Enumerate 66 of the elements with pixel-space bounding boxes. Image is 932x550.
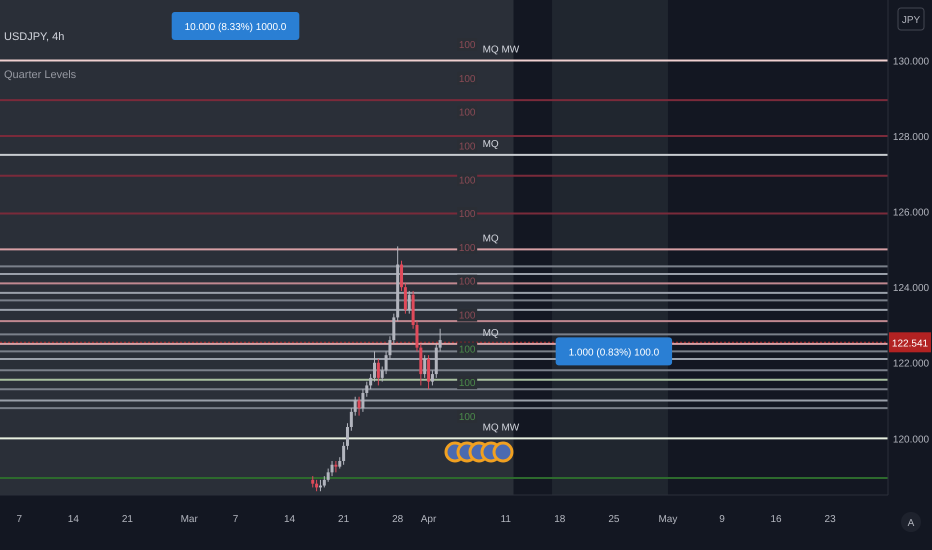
candlestick	[408, 290, 411, 314]
annotation: 100	[458, 276, 476, 288]
candlestick	[423, 354, 426, 378]
x-tick-label: 23	[824, 514, 836, 525]
ref-line-label: MQ MW	[482, 44, 520, 56]
annotation: 1.000 (0.83%) 100.0	[568, 347, 660, 358]
candlestick	[361, 388, 364, 412]
y-tick-label: 120.000	[892, 434, 930, 446]
annotation: 100	[458, 310, 476, 322]
x-tick-label: 21	[122, 514, 134, 525]
candlestick	[415, 320, 418, 352]
x-tick-label: Mar	[180, 514, 198, 525]
candlestick	[380, 366, 384, 382]
annotation: 100	[458, 141, 476, 152]
candlestick	[318, 479, 322, 492]
x-tick-label: 14	[68, 514, 80, 525]
annotation: 100	[458, 175, 476, 186]
x-tick-label: 21	[338, 514, 350, 525]
ref-line-label: MQ	[482, 328, 499, 339]
annotation: 10.000 (8.33%) 1000.0	[184, 22, 287, 33]
ref-line-label: MQ	[482, 233, 499, 244]
x-tick-label: 7	[232, 514, 239, 525]
ref-line-label: MQ	[482, 138, 499, 150]
candlestick	[342, 442, 346, 466]
y-tick-label: 122.000	[892, 358, 930, 370]
x-tick-label: 28	[392, 514, 404, 525]
candlestick	[358, 396, 361, 416]
candlestick	[404, 282, 407, 314]
annotation: 100	[458, 40, 476, 51]
text: USDJPY, 4h	[4, 31, 64, 43]
candlestick	[330, 460, 334, 477]
x-tick-label: 25	[608, 514, 620, 525]
x-tick-label: 18	[554, 514, 566, 525]
y-tick-label: 124.000	[892, 283, 930, 294]
annotation: 100	[458, 378, 476, 390]
y-tick-label: 130.000	[892, 56, 930, 68]
ref-line-label: MQ MW	[482, 422, 520, 434]
y-tick-label: 128.000	[892, 132, 930, 144]
candlestick	[427, 354, 430, 390]
annotation: 100	[458, 344, 476, 356]
text: JPY	[902, 15, 920, 26]
text: A	[908, 518, 915, 529]
x-tick-label: 16	[770, 514, 782, 525]
candlestick	[376, 358, 380, 386]
candlestick	[373, 350, 376, 382]
x-tick-label: 14	[284, 514, 296, 525]
annotation: 100	[458, 209, 476, 220]
candlestick	[430, 370, 434, 386]
candlestick	[346, 422, 349, 450]
candlestick	[384, 350, 388, 375]
annotation: 100	[458, 74, 476, 85]
x-tick-label: 11	[500, 514, 512, 525]
x-tick-label: Apr	[420, 514, 438, 525]
annotation: 100	[458, 108, 476, 119]
text: Quarter Levels	[4, 69, 77, 81]
y-tick-label: 126.000	[892, 208, 930, 219]
candlestick	[400, 260, 404, 292]
candlestick	[311, 476, 314, 488]
ref-line-label: 122.541	[892, 338, 929, 350]
annotation: 100	[458, 412, 476, 423]
candlestick	[388, 336, 392, 360]
annotation: 100	[458, 242, 476, 254]
x-tick-label: 7	[16, 514, 23, 525]
candlestick	[315, 479, 318, 492]
x-tick-label: May	[658, 514, 678, 525]
x-tick-label: 9	[719, 514, 726, 525]
